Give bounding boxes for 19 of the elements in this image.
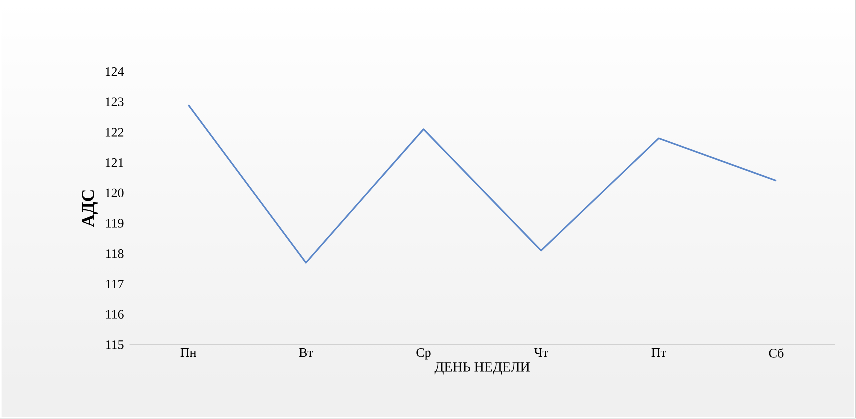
y-tick-label: 119: [106, 219, 124, 228]
line-series: [188, 104, 778, 264]
x-tick-label: Чт: [534, 348, 548, 358]
y-tick-label: 117: [106, 280, 124, 289]
y-tick-label: 116: [106, 310, 124, 320]
y-axis-title: АДС: [82, 190, 98, 228]
x-tick-label: Сб: [769, 348, 784, 358]
x-tick-label: Пт: [652, 348, 666, 358]
x-tick-label: Пн: [180, 348, 196, 358]
y-tick-label: 118: [106, 250, 124, 258]
y-tick-label: 124: [106, 68, 124, 76]
x-tick-label: Вт: [299, 348, 314, 358]
y-tick-label: 115: [106, 340, 124, 350]
y-tick-label: 123: [106, 98, 124, 107]
y-tick-label: 122: [106, 128, 124, 137]
y-tick-label: 121: [106, 158, 124, 168]
y-tick-label: 120: [106, 188, 124, 198]
x-tick-label: Ср: [416, 348, 431, 360]
x-axis-title: ДЕНЬ НЕДЕЛИ: [434, 362, 530, 375]
